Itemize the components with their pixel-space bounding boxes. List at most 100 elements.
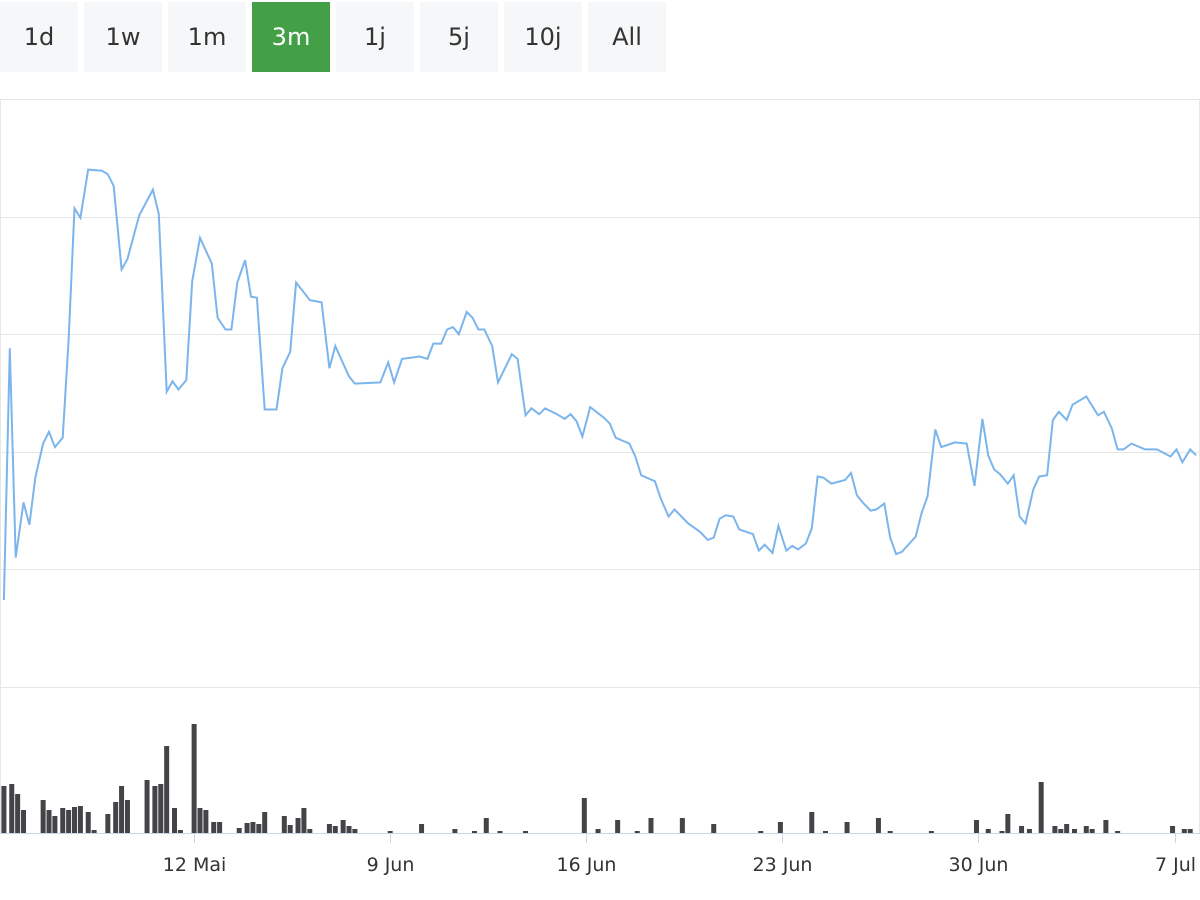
volume-bar <box>1089 829 1095 833</box>
volume-bar <box>85 812 91 833</box>
price-line <box>2 168 1197 601</box>
volume-bar <box>340 820 346 833</box>
volume-bar <box>1115 831 1121 833</box>
volume-bar <box>346 826 352 833</box>
volume-bar <box>1072 829 1078 833</box>
volume-bar <box>197 808 203 833</box>
volume-bar <box>352 829 358 833</box>
volume-bar <box>1019 826 1025 833</box>
volume-bar <box>1 786 7 833</box>
volume-bar <box>217 822 223 833</box>
volume-bar <box>332 826 338 833</box>
range-button[interactable]: 5j <box>420 2 498 72</box>
volume-bar <box>172 808 178 833</box>
volume-bar <box>634 831 640 833</box>
volume-bar <box>777 822 783 833</box>
volume-bar <box>497 831 503 833</box>
volume-bar <box>581 798 587 833</box>
volume-bar <box>1064 824 1070 833</box>
volume-bar <box>1181 829 1187 833</box>
volume-bar <box>72 807 78 833</box>
volume-bar <box>711 824 717 833</box>
volume-bar <box>113 802 119 833</box>
volume-bar <box>244 823 250 833</box>
volume-bar <box>158 784 164 833</box>
volume-bar <box>287 825 293 833</box>
volume-bar <box>236 828 242 833</box>
volume-bar <box>595 829 601 833</box>
volume-bar <box>387 831 393 833</box>
volume-bar <box>928 831 934 833</box>
volume-bar <box>77 806 83 833</box>
volume-bar <box>679 818 685 833</box>
volume-bar <box>15 794 21 833</box>
volume-bar <box>191 724 197 833</box>
x-tick-label: 7 Jul <box>1155 854 1196 876</box>
volume-bar <box>52 816 58 833</box>
range-selector: 1d 1w 1m 3m 1j 5j 10j All <box>0 2 672 72</box>
volume-bar <box>21 810 27 833</box>
x-tick-label: 30 Jun <box>949 854 1009 876</box>
volume-bar <box>164 746 170 833</box>
volume-bar <box>419 824 425 833</box>
volume-bar <box>844 822 850 833</box>
volume-bar <box>615 820 621 833</box>
volume-bar <box>144 780 150 833</box>
volume-bar <box>472 831 478 833</box>
x-tick-label: 9 Jun <box>367 854 415 876</box>
volume-bar <box>60 808 66 833</box>
x-tick-label: 12 Mai <box>163 854 227 876</box>
volume-bar <box>999 831 1005 833</box>
range-button[interactable]: 1w <box>84 2 162 72</box>
volume-bar <box>203 810 209 833</box>
volume-bar <box>1058 829 1064 833</box>
volume-bar <box>40 800 46 833</box>
volume-bar <box>1103 820 1109 833</box>
volume-bar <box>973 820 979 833</box>
volume-bar <box>1170 826 1176 833</box>
x-tick-label: 23 Jun <box>753 854 813 876</box>
volume-bar <box>9 784 15 833</box>
volume-bar <box>1005 814 1011 833</box>
volume-bar <box>301 808 307 833</box>
volume-bar <box>177 830 183 833</box>
volume-bar <box>262 812 268 833</box>
volume-bar <box>124 800 130 833</box>
volume-bar <box>211 822 217 833</box>
volume-bar <box>46 810 52 833</box>
volume-bar <box>875 818 881 833</box>
volume-bar <box>809 812 815 833</box>
range-button[interactable]: All <box>588 2 666 72</box>
volume-bar <box>1052 826 1058 833</box>
volume-bar <box>105 814 111 833</box>
volume-bar <box>1038 782 1044 833</box>
volume-bar <box>1187 829 1193 833</box>
volume-bar <box>66 810 72 833</box>
volume-bar <box>256 824 262 833</box>
volume-bar <box>250 822 256 833</box>
volume-bar <box>822 831 828 833</box>
volume-bar <box>307 829 313 833</box>
volume-bar <box>452 829 458 833</box>
volume-bar <box>326 824 332 833</box>
volume-bar <box>887 831 893 833</box>
range-button[interactable]: 1d <box>0 2 78 72</box>
volume-bar <box>1026 829 1032 833</box>
range-button[interactable]: 10j <box>504 2 582 72</box>
volume-bar <box>91 830 97 833</box>
volume-bar <box>985 829 991 833</box>
volume-bar <box>1083 826 1089 833</box>
volume-bar <box>281 816 287 833</box>
range-button[interactable]: 3m <box>252 2 330 72</box>
volume-bar <box>522 831 528 833</box>
volume-bar <box>152 786 158 833</box>
volume-bar <box>483 818 489 833</box>
volume-bar <box>758 831 764 833</box>
volume-bar <box>295 818 301 833</box>
volume-bar <box>119 786 125 833</box>
range-button[interactable]: 1j <box>336 2 414 72</box>
range-button[interactable]: 1m <box>168 2 246 72</box>
volume-bar <box>648 818 654 833</box>
